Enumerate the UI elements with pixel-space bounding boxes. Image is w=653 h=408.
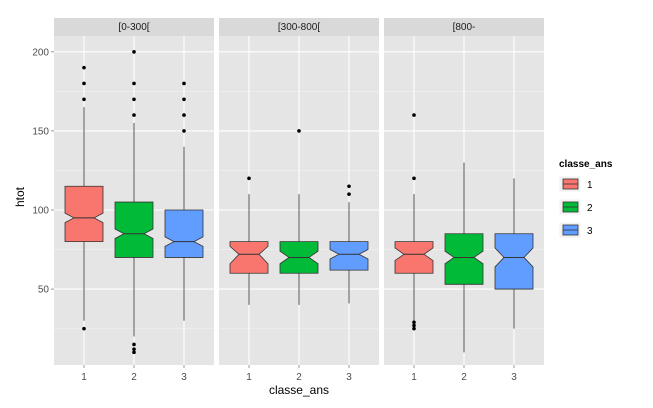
legend-label: 3 — [587, 226, 593, 237]
box-[300-800[-3 — [329, 184, 369, 304]
facet-panel: [0-300[ 1 2 3 — [54, 18, 214, 383]
x-tick-label: 3 — [346, 372, 352, 383]
outlier-point — [347, 192, 351, 196]
x-tick-label: 2 — [296, 372, 302, 383]
box-[800--3 — [494, 178, 534, 329]
facet-strip-label: [0-300[ — [118, 22, 149, 33]
legend-label: 1 — [587, 180, 593, 191]
outlier-point — [412, 113, 416, 117]
y-tick-label: 150 — [32, 126, 49, 137]
x-axis-title: classe_ans — [269, 383, 329, 397]
box-[0-300[-2 — [114, 50, 154, 355]
legend-entry: 2 — [558, 198, 593, 216]
outlier-point — [82, 65, 86, 70]
y-tick-label: 100 — [32, 205, 49, 216]
facet-strip — [384, 18, 544, 36]
outlier-point — [132, 347, 136, 351]
outlier-point — [297, 129, 301, 133]
outlier-point — [182, 129, 186, 133]
outlier-point — [247, 176, 251, 181]
box-[800--1 — [394, 113, 434, 331]
x-tick-label: 1 — [411, 372, 417, 383]
outlier-point — [82, 326, 86, 331]
outlier-point — [347, 184, 351, 189]
outlier-point — [182, 81, 186, 86]
outlier-point — [182, 113, 186, 117]
box-body — [164, 209, 204, 258]
x-tick-label: 2 — [131, 372, 137, 383]
box-body — [494, 233, 534, 290]
box-body — [229, 241, 269, 274]
legend-title: classe_ans — [559, 159, 613, 170]
x-tick-label: 2 — [461, 372, 467, 383]
facet-strip-label: [300-800[ — [278, 22, 320, 33]
outlier-point — [132, 342, 136, 347]
x-tick-label: 1 — [246, 372, 252, 383]
box-body — [329, 241, 369, 271]
outlier-point — [412, 326, 416, 331]
box-body — [394, 241, 434, 274]
outlier-point — [132, 97, 136, 102]
box-body — [444, 233, 484, 285]
y-axis: 50 100 150 200 — [32, 47, 54, 296]
x-tick-label: 3 — [181, 372, 187, 383]
facet-strip — [54, 18, 214, 36]
y-axis-title: htot — [13, 186, 27, 207]
facet-strip — [219, 18, 379, 36]
facet-panel: [800- 1 2 3 — [384, 18, 544, 383]
outlier-point — [132, 81, 136, 86]
box-body — [114, 201, 154, 258]
outlier-point — [412, 323, 416, 328]
legend: classe_ans 1 2 3 — [558, 159, 613, 239]
box-[0-300[-1 — [64, 65, 104, 331]
outlier-point — [132, 350, 136, 355]
outlier-point — [412, 176, 416, 181]
facet-panel: [300-800[ 1 2 3 — [219, 18, 379, 383]
outlier-point — [182, 97, 186, 102]
outlier-point — [132, 113, 136, 117]
facet-strip-label: [800- — [453, 22, 476, 33]
x-tick-label: 3 — [511, 372, 517, 383]
box-body — [64, 185, 104, 243]
legend-entry: 3 — [558, 221, 593, 239]
legend-label: 2 — [587, 203, 593, 214]
facet-panels: [0-300[ 1 2 3 [300-800[ 1 2 3 [800- 1 2 3 — [54, 18, 544, 383]
box-[800--2 — [444, 162, 484, 353]
box-[0-300[-3 — [164, 81, 204, 321]
outlier-point — [82, 97, 86, 102]
outlier-point — [82, 81, 86, 86]
box-[300-800[-1 — [229, 176, 269, 305]
outlier-point — [412, 320, 416, 325]
y-tick-label: 50 — [38, 285, 50, 296]
box-[300-800[-2 — [279, 129, 319, 305]
y-tick-label: 200 — [32, 47, 49, 58]
legend-entry: 1 — [558, 175, 593, 193]
x-tick-label: 1 — [81, 372, 87, 383]
outlier-point — [132, 50, 136, 54]
